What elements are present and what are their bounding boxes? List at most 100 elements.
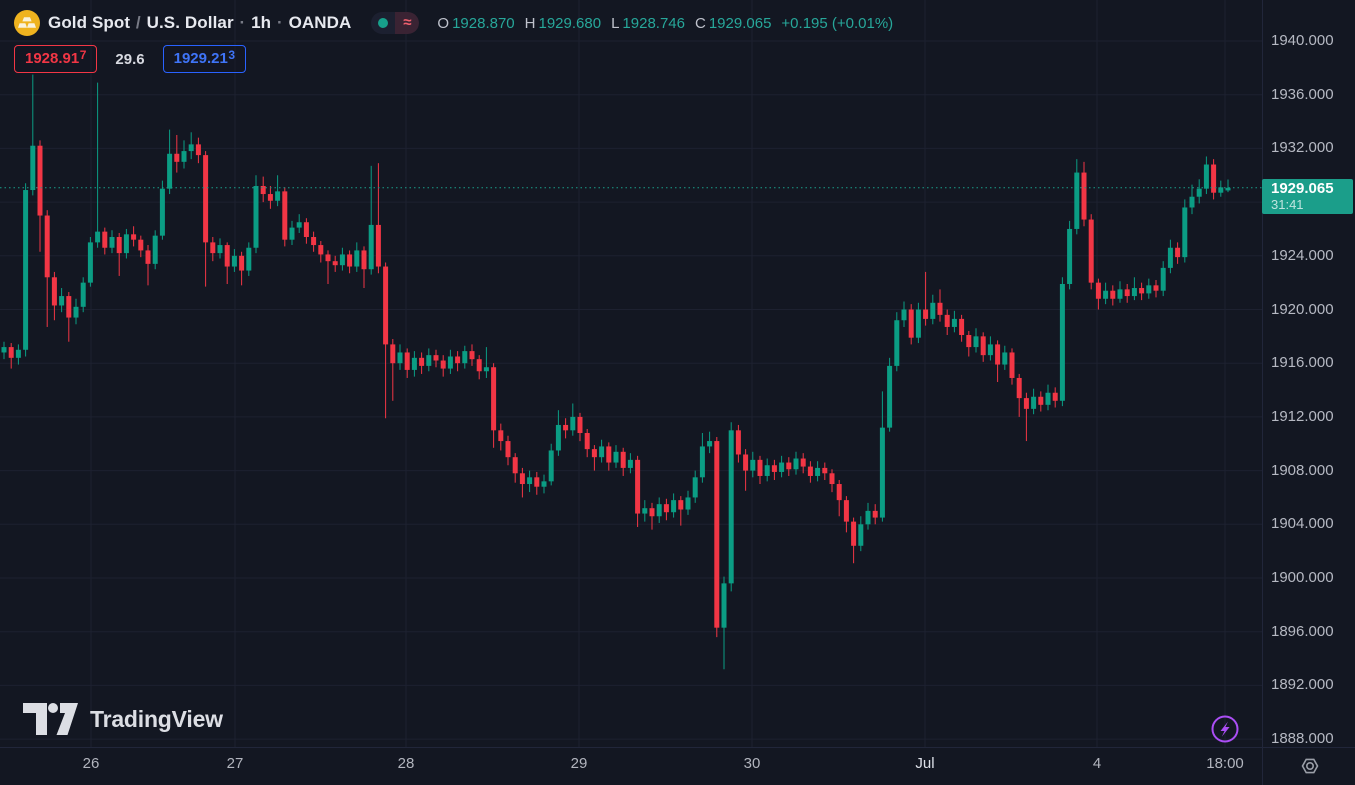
symbol-title[interactable]: Gold Spot / U.S. Dollar · 1h · OANDA	[48, 13, 351, 33]
candle	[714, 437, 720, 638]
candle	[131, 226, 137, 247]
market-status-pill[interactable]: ≈	[371, 12, 420, 34]
candle	[1110, 285, 1116, 306]
candle	[584, 428, 590, 458]
candle	[750, 451, 756, 478]
candle	[635, 455, 641, 527]
candle	[1131, 277, 1137, 301]
candle	[181, 140, 187, 169]
price-tick-label: 1936.000	[1271, 85, 1334, 103]
title-separator: ·	[234, 13, 251, 32]
candle	[361, 246, 367, 289]
candle	[671, 493, 677, 518]
candle	[987, 336, 993, 361]
candle	[1103, 282, 1109, 305]
candle	[1081, 161, 1087, 227]
price-tick-label: 1932.000	[1271, 139, 1334, 157]
candle	[563, 418, 569, 439]
change-value: +0.195 (+0.01%)	[781, 14, 894, 32]
candle	[807, 461, 813, 483]
candle	[541, 474, 547, 494]
candle	[779, 455, 785, 478]
candle	[1196, 179, 1202, 204]
ask-price-button[interactable]: 1929.213	[162, 45, 247, 73]
tradingview-logo[interactable]: TradingView	[22, 702, 223, 736]
candles	[1, 74, 1231, 670]
candle	[1088, 214, 1094, 290]
time-tick-label: Jul	[915, 755, 935, 772]
bid-price-button[interactable]: 1928.917	[14, 45, 98, 73]
high-label: H	[524, 14, 536, 32]
candle	[822, 462, 828, 480]
candle	[649, 502, 655, 530]
low-label: L	[611, 14, 620, 32]
candle	[1153, 279, 1159, 298]
candle	[872, 504, 878, 525]
price-tick-label: 1888.000	[1271, 730, 1334, 748]
candle	[815, 461, 821, 482]
candle	[764, 458, 770, 482]
candle	[260, 176, 266, 203]
candle	[692, 470, 698, 503]
candle	[851, 517, 857, 564]
candle	[30, 74, 36, 196]
candle	[577, 412, 583, 442]
candle	[1218, 180, 1224, 197]
candle	[951, 310, 957, 333]
candle	[59, 288, 65, 313]
candle	[15, 344, 21, 365]
candle	[930, 294, 936, 325]
candle	[1175, 242, 1181, 264]
time-tick-label: 29	[570, 755, 588, 772]
candle	[944, 309, 950, 336]
candle	[599, 439, 605, 463]
candle	[800, 453, 806, 474]
candle	[735, 424, 741, 463]
candle	[404, 348, 410, 378]
candle	[217, 238, 223, 259]
candle	[1160, 261, 1166, 297]
candle	[793, 451, 799, 475]
candle	[375, 163, 381, 274]
candle	[455, 351, 461, 372]
candle	[1182, 199, 1188, 263]
price-tick-label: 1896.000	[1271, 622, 1334, 640]
price-tick-label: 1924.000	[1271, 246, 1334, 264]
pane-settings-icon[interactable]	[1298, 755, 1322, 777]
candle	[411, 351, 417, 377]
candle	[707, 431, 713, 454]
time-tick-label: 27	[226, 755, 244, 772]
candle	[1225, 179, 1231, 193]
candle	[462, 345, 468, 369]
candle	[95, 82, 101, 248]
candle	[1167, 239, 1173, 274]
candle	[123, 228, 129, 259]
time-tick-label: 26	[82, 755, 100, 772]
candle	[606, 442, 612, 471]
candle	[865, 502, 871, 530]
current-price-label: 1929.065 31:41	[1262, 178, 1353, 214]
price-tick-label: 1892.000	[1271, 676, 1334, 694]
candle	[678, 496, 684, 526]
candle	[743, 449, 749, 491]
price-tick-label: 1920.000	[1271, 300, 1334, 318]
open-value: 1928.870	[452, 14, 515, 32]
candle	[627, 453, 633, 474]
price-tick-label: 1904.000	[1271, 515, 1334, 533]
candle	[980, 332, 986, 362]
candle	[620, 447, 626, 476]
bid-price: 1928.91	[25, 50, 80, 67]
candle	[1016, 373, 1022, 417]
candle	[1052, 387, 1058, 408]
flash-ideas-button[interactable]	[1211, 715, 1239, 743]
candle	[174, 134, 180, 173]
candle	[915, 302, 921, 344]
title-separator: ·	[272, 13, 288, 32]
candle	[901, 301, 907, 327]
candle	[728, 422, 734, 592]
candle	[512, 453, 518, 483]
candle	[1124, 283, 1130, 303]
grid-lines	[0, 0, 1262, 747]
candle	[73, 298, 79, 325]
